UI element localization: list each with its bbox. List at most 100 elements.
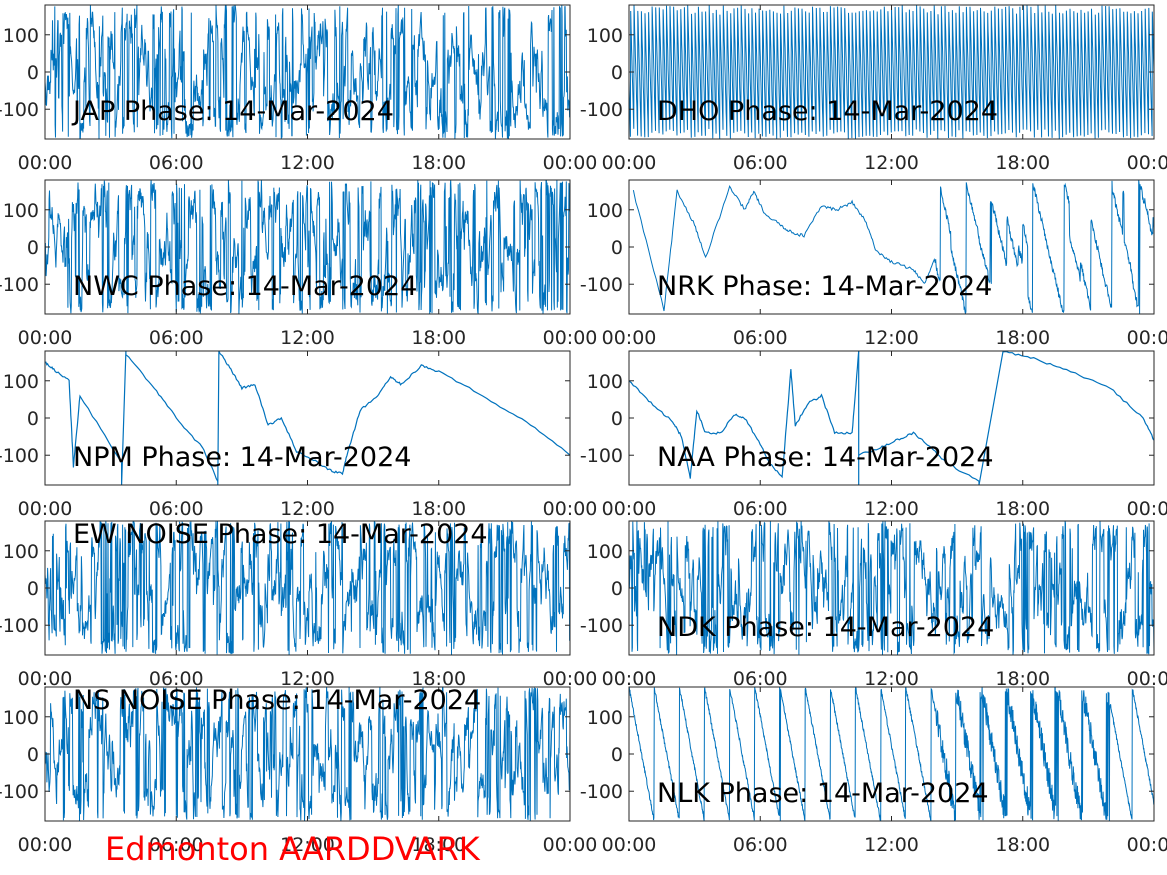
- x-tick-label: 18:00: [411, 327, 466, 349]
- x-tick-label: 00:00: [18, 152, 73, 174]
- x-tick-label: 00:00: [543, 498, 598, 520]
- y-tick-label: 100: [3, 371, 39, 393]
- y-tick-label: 0: [27, 744, 39, 766]
- x-tick-label: 06:00: [733, 668, 788, 690]
- x-tick-label: 12:00: [864, 668, 919, 690]
- x-tick-label: 00:00: [1127, 498, 1167, 520]
- series-line: [858, 431, 980, 482]
- x-tick-label: 12:00: [864, 498, 919, 520]
- x-tick-label: 00:00: [1127, 834, 1167, 856]
- x-tick-label: 18:00: [995, 498, 1050, 520]
- y-tick-label: 100: [3, 25, 39, 47]
- panel-title: NWC Phase: 14-Mar-2024: [73, 271, 417, 302]
- y-tick-label: 100: [587, 200, 623, 222]
- series-nrk: [632, 180, 1154, 314]
- series-line: [45, 5, 570, 139]
- series-nwc: [45, 180, 570, 314]
- x-tick-label: 00:00: [543, 668, 598, 690]
- y-tick-label: -100: [0, 445, 39, 467]
- series-jap: [45, 5, 570, 139]
- y-tick-label: 0: [611, 62, 623, 84]
- panel-npm: 100 0 -100 00:00 06:00 12:00 18:00 00:00 NPM Pha…: [0, 350, 598, 520]
- series-line: [632, 180, 1154, 314]
- x-tick-label: 12:00: [280, 668, 335, 690]
- x-tick-label: 00:00: [543, 834, 598, 856]
- panel-title: NDK Phase: 14-Mar-2024: [657, 612, 994, 643]
- x-tick-label: 18:00: [995, 152, 1050, 174]
- series-line: [629, 351, 860, 479]
- x-tick-label: 00:00: [602, 498, 657, 520]
- series-line: [125, 354, 219, 482]
- panel-nwc: 100 0 -100 00:00 06:00 12:00 18:00 00:00 NWC Pha…: [0, 179, 597, 349]
- x-tick-label: 18:00: [995, 668, 1050, 690]
- y-tick-label: 0: [611, 237, 623, 259]
- panel-title: EW NOISE Phase: 14-Mar-2024: [73, 519, 488, 550]
- x-tick-label: 06:00: [733, 152, 788, 174]
- series-npm: [45, 351, 570, 485]
- x-tick-label: 06:00: [733, 834, 788, 856]
- series-ns-noise: [45, 687, 570, 821]
- y-tick-label: 100: [587, 707, 623, 729]
- series-line: [629, 521, 1154, 655]
- y-tick-label: 100: [587, 25, 623, 47]
- series-line: [45, 180, 570, 314]
- plot-area: [45, 351, 570, 485]
- x-tick-label: 12:00: [280, 327, 335, 349]
- series-ndk: [629, 521, 1154, 655]
- y-tick-label: -100: [580, 99, 623, 121]
- x-tick-label: 00:00: [1127, 327, 1167, 349]
- x-tick-label: 06:00: [149, 152, 204, 174]
- x-tick-label: 12:00: [280, 498, 335, 520]
- x-tick-label: 06:00: [733, 498, 788, 520]
- y-tick-label: 0: [27, 237, 39, 259]
- y-tick-label: 100: [587, 371, 623, 393]
- y-tick-label: -100: [0, 781, 39, 803]
- series-line: [45, 361, 123, 468]
- x-tick-label: 12:00: [864, 152, 919, 174]
- panel-dho: 100 0 -100 00:00 06:00 12:00 18:00 00:00 DHO Pha…: [580, 4, 1167, 174]
- series-wrap-line: [217, 351, 220, 485]
- panel-title: NLK Phase: 14-Mar-2024: [657, 778, 989, 809]
- y-tick-label: -100: [580, 781, 623, 803]
- series-line: [218, 351, 570, 476]
- x-tick-label: 12:00: [280, 152, 335, 174]
- panel-nlk: 100 0 -100 00:00 06:00 12:00 18:00 00:00 NLK Pha…: [580, 686, 1167, 856]
- x-tick-label: 06:00: [149, 834, 204, 856]
- y-tick-label: 0: [27, 578, 39, 600]
- footer-title: Edmonton AARDDVARK: [105, 830, 481, 868]
- panel-ndk: 100 0 -100 00:00 06:00 12:00 18:00 00:00 NDK Pha…: [580, 520, 1167, 690]
- y-tick-label: -100: [0, 274, 39, 296]
- series-nlk: [629, 687, 1154, 821]
- x-tick-label: 18:00: [411, 498, 466, 520]
- y-tick-label: 0: [611, 408, 623, 430]
- x-tick-label: 18:00: [995, 834, 1050, 856]
- y-tick-label: -100: [580, 445, 623, 467]
- x-tick-label: 00:00: [602, 834, 657, 856]
- x-tick-label: 00:00: [18, 834, 73, 856]
- series-line: [629, 687, 1154, 821]
- x-tick-label: 12:00: [280, 834, 335, 856]
- y-tick-label: 100: [3, 541, 39, 563]
- x-tick-label: 18:00: [995, 327, 1050, 349]
- x-tick-label: 06:00: [149, 668, 204, 690]
- x-tick-label: 00:00: [543, 152, 598, 174]
- x-tick-label: 00:00: [602, 668, 657, 690]
- x-tick-label: 00:00: [602, 327, 657, 349]
- y-tick-label: -100: [0, 615, 39, 637]
- x-tick-label: 18:00: [411, 668, 466, 690]
- x-tick-label: 00:00: [18, 498, 73, 520]
- x-tick-label: 00:00: [1127, 152, 1167, 174]
- series-wrap-line: [121, 351, 127, 485]
- series-line: [45, 521, 570, 655]
- x-tick-label: 06:00: [149, 327, 204, 349]
- x-tick-label: 18:00: [411, 152, 466, 174]
- panel-nrk: 100 0 -100 00:00 06:00 12:00 18:00 00:00 NRK Pha…: [580, 179, 1167, 349]
- plot-area: [629, 180, 1154, 314]
- panel-title: NRK Phase: 14-Mar-2024: [657, 271, 992, 302]
- y-tick-label: 0: [27, 408, 39, 430]
- x-tick-label: 00:00: [602, 152, 657, 174]
- x-tick-label: 00:00: [18, 668, 73, 690]
- x-tick-label: 00:00: [18, 327, 73, 349]
- x-tick-label: 12:00: [864, 327, 919, 349]
